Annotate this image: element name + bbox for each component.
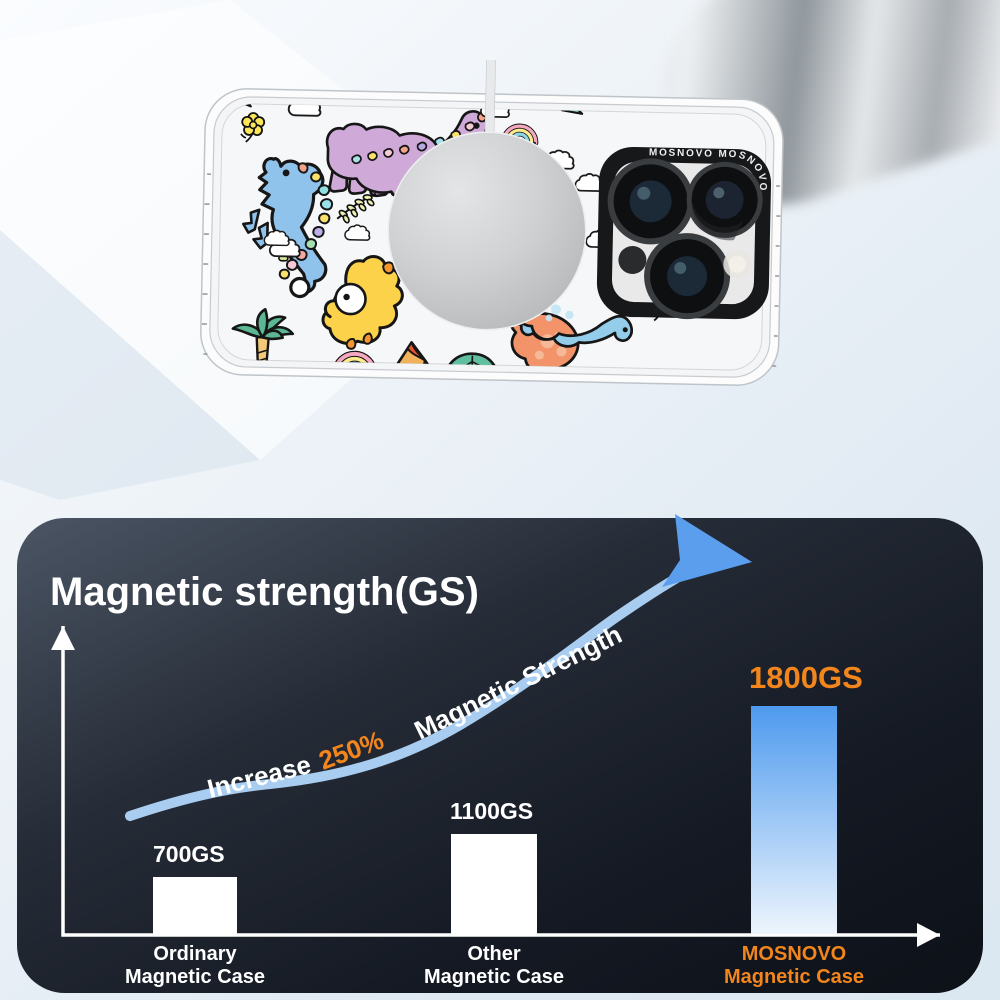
- svg-text:Ordinary: Ordinary: [153, 943, 237, 965]
- svg-text:Other: Other: [467, 943, 521, 965]
- svg-text:Magnetic Case: Magnetic Case: [424, 966, 564, 988]
- svg-text:Magnetic strength(GS): Magnetic strength(GS): [50, 570, 479, 614]
- svg-text:MOSNOVO: MOSNOVO: [742, 943, 846, 965]
- svg-text:1100GS: 1100GS: [450, 798, 533, 824]
- svg-text:700GS: 700GS: [153, 841, 225, 867]
- svg-text:Magnetic Case: Magnetic Case: [724, 966, 864, 988]
- svg-text:1800GS: 1800GS: [749, 660, 863, 695]
- svg-text:Magnetic Case: Magnetic Case: [125, 966, 265, 988]
